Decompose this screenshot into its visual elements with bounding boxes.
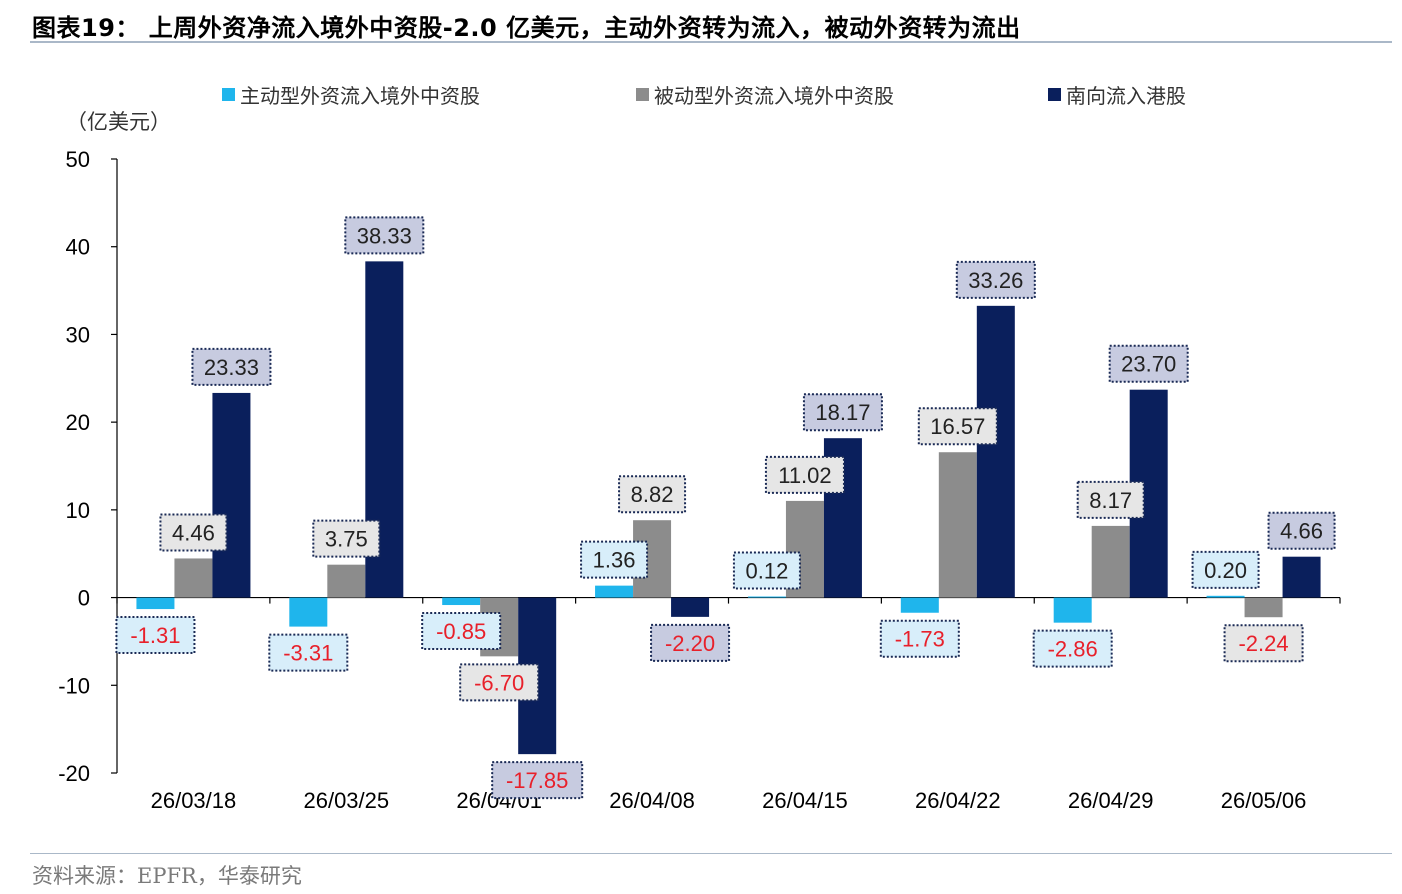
bar-series-2 xyxy=(938,452,977,598)
x-tick-label: 26/04/29 xyxy=(1068,788,1154,813)
bar-series-1 xyxy=(900,597,939,613)
data-label: -2.20 xyxy=(665,631,715,656)
x-tick-label: 26/03/25 xyxy=(303,788,389,813)
y-tick-label: 0 xyxy=(78,586,90,611)
data-label: -2.86 xyxy=(1048,637,1098,662)
data-label: 11.02 xyxy=(778,463,831,488)
data-label-box xyxy=(1191,550,1260,589)
bar-series-1 xyxy=(289,597,328,627)
x-tick-label: 26/04/08 xyxy=(609,788,695,813)
data-label-box xyxy=(580,540,649,579)
data-label: 4.66 xyxy=(1280,519,1323,544)
data-label-box xyxy=(115,616,196,655)
data-label-box xyxy=(650,623,731,662)
legend-swatch-southbound xyxy=(1048,88,1061,101)
y-tick-label: 20 xyxy=(66,410,90,435)
legend-label-active: 主动型外资流入境外中资股 xyxy=(240,84,480,108)
data-label: -1.31 xyxy=(130,623,180,648)
title-divider xyxy=(30,41,1392,43)
bar-series-2 xyxy=(1244,597,1283,618)
bar-series-2 xyxy=(174,558,213,598)
data-label: -6.70 xyxy=(474,670,524,695)
data-label: 23.70 xyxy=(1121,352,1176,377)
data-label-box xyxy=(312,519,381,558)
x-tick-label: 26/04/15 xyxy=(762,788,848,813)
data-label-box xyxy=(1108,344,1189,383)
bar-series-2 xyxy=(1091,525,1130,598)
x-tick-label: 26/03/18 xyxy=(151,788,237,813)
data-label: 23.33 xyxy=(204,355,259,380)
data-label: 4.46 xyxy=(172,520,215,545)
y-tick-label: -10 xyxy=(58,673,90,698)
legend: 主动型外资流入境外中资股 被动型外资流入境外中资股 南向流入港股 xyxy=(0,80,1402,110)
data-label: 3.75 xyxy=(325,527,368,552)
y-tick-label: -20 xyxy=(58,761,90,786)
source-note: 资料来源：EPFR，华泰研究 xyxy=(32,864,302,888)
bar-series-1 xyxy=(442,597,481,606)
legend-item-active: 主动型外资流入境外中资股 xyxy=(222,80,480,109)
data-label: 18.17 xyxy=(815,400,870,425)
bar-series-1 xyxy=(1206,595,1245,598)
data-label: 0.12 xyxy=(746,559,789,584)
y-tick-label: 30 xyxy=(66,322,90,347)
legend-swatch-passive xyxy=(636,88,649,101)
legend-swatch-active xyxy=(222,88,235,101)
data-label: -3.31 xyxy=(283,641,333,666)
footer-divider xyxy=(30,853,1392,854)
bar-series-3 xyxy=(1282,556,1321,598)
data-label-box xyxy=(1032,629,1113,668)
bar-series-1 xyxy=(595,585,634,598)
data-label-box xyxy=(421,612,502,651)
data-label-box xyxy=(732,551,801,590)
bar-series-3 xyxy=(976,305,1015,598)
data-label-box xyxy=(268,633,349,672)
data-label: 8.17 xyxy=(1089,488,1132,513)
data-label-box xyxy=(344,216,425,255)
data-label: -17.85 xyxy=(506,768,568,793)
data-label-box xyxy=(917,407,998,446)
data-label-box xyxy=(955,260,1036,299)
y-axis-unit: （亿美元） xyxy=(66,110,171,134)
data-label: -0.85 xyxy=(436,619,486,644)
data-label: 33.26 xyxy=(968,268,1023,293)
data-label: -1.73 xyxy=(895,627,945,652)
data-label: 0.20 xyxy=(1204,558,1247,583)
bar-series-1 xyxy=(1053,597,1092,623)
y-tick-label: 50 xyxy=(66,147,90,172)
data-label-box xyxy=(1267,511,1336,550)
data-label-box xyxy=(159,513,228,552)
data-label-box xyxy=(618,475,687,514)
y-tick-label: 10 xyxy=(66,498,90,523)
data-label-box xyxy=(879,619,960,658)
data-label-box xyxy=(1076,480,1145,519)
x-tick-label: 26/05/06 xyxy=(1221,788,1307,813)
bar-series-3 xyxy=(212,392,251,598)
data-label: 1.36 xyxy=(593,548,636,573)
legend-label-passive: 被动型外资流入境外中资股 xyxy=(654,84,894,108)
legend-label-southbound: 南向流入港股 xyxy=(1066,84,1186,108)
data-label: 16.57 xyxy=(930,414,985,439)
data-label: 8.82 xyxy=(631,482,674,507)
bar-series-1 xyxy=(747,596,786,598)
bar-series-1 xyxy=(136,597,175,610)
bar-series-3 xyxy=(671,597,710,617)
data-label-box xyxy=(491,761,584,800)
y-tick-label: 40 xyxy=(66,235,90,260)
data-label-box xyxy=(802,393,883,432)
chart-title: 图表19： 上周外资净流入境外中资股-2.0 亿美元，主动外资转为流入，被动外资… xyxy=(32,14,1021,42)
data-label: -2.24 xyxy=(1238,631,1288,656)
x-tick-label: 26/04/22 xyxy=(915,788,1001,813)
data-label-box xyxy=(764,455,845,494)
data-label-box xyxy=(459,663,540,702)
data-label: 38.33 xyxy=(357,223,412,248)
legend-item-passive: 被动型外资流入境外中资股 xyxy=(636,80,894,109)
legend-item-southbound: 南向流入港股 xyxy=(1048,80,1186,109)
data-label-box xyxy=(1223,624,1304,663)
data-label-box xyxy=(191,347,272,386)
bar-series-2 xyxy=(327,564,366,598)
